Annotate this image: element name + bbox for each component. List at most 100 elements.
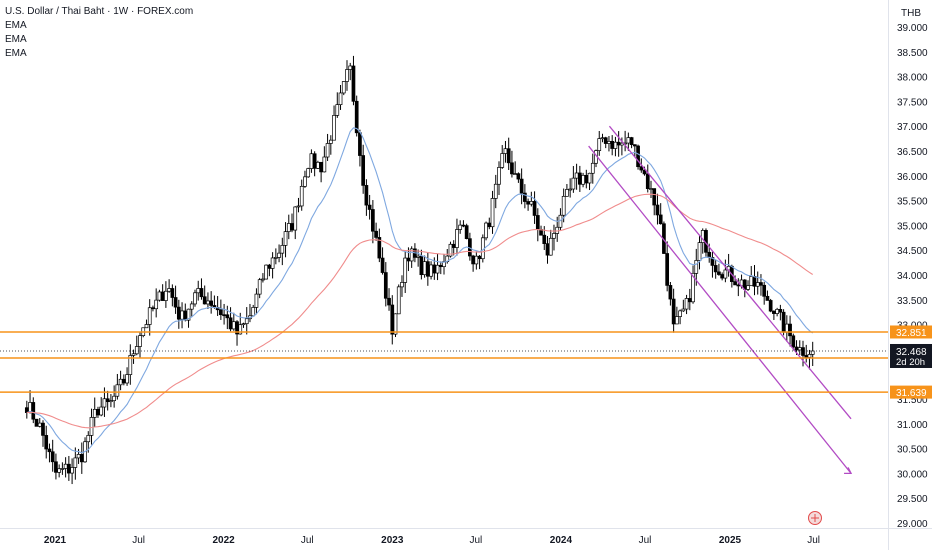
candle-body: [209, 300, 214, 306]
candle-body: [632, 144, 637, 147]
channel-line-1[interactable]: [608, 125, 852, 420]
candle-body: [723, 269, 728, 279]
candle-body: [371, 209, 375, 232]
candle-body: [54, 461, 58, 473]
candle-body: [180, 310, 184, 320]
candle-body: [461, 224, 466, 227]
candle-body: [89, 417, 94, 436]
candle-body: [571, 177, 576, 190]
candle-body: [335, 104, 340, 116]
candle-body: [348, 65, 353, 70]
candle-body: [810, 350, 815, 355]
candle-body: [590, 162, 595, 174]
candle-body: [403, 257, 408, 283]
x-tick-label: Jul: [132, 535, 145, 546]
candle-body: [147, 307, 152, 325]
candle-body: [293, 206, 298, 231]
candle-body: [626, 137, 631, 144]
candle-body: [270, 257, 275, 269]
candle-body: [577, 172, 582, 185]
candle-body: [584, 174, 589, 184]
candle-body: [222, 314, 226, 317]
candle-body: [121, 378, 126, 384]
candle-body: [390, 304, 395, 335]
candle-body: [665, 253, 670, 286]
channel-line-2[interactable]: [588, 145, 852, 474]
y-tick-label: 37.000: [897, 122, 928, 133]
y-tick-label: 39.000: [897, 23, 928, 34]
candle-body: [387, 297, 391, 306]
candle-body: [552, 233, 556, 239]
candle-body: [125, 374, 129, 384]
candle-body: [746, 285, 750, 290]
candle-body: [471, 255, 475, 265]
candle-body: [157, 291, 162, 301]
y-tick-label: 31.500: [897, 395, 928, 406]
candle-body: [516, 173, 521, 180]
symbol-title[interactable]: U.S. Dollar / Thai Baht · 1W · FOREX.com: [5, 6, 194, 17]
indicator-ema-1[interactable]: EMA: [5, 20, 27, 31]
candle-body: [759, 282, 763, 286]
candle-body: [186, 308, 191, 321]
candle-body: [416, 255, 420, 258]
candle-body: [31, 402, 36, 420]
candle-body: [616, 141, 621, 146]
x-tick-label: Jul: [807, 535, 820, 546]
candle-body: [668, 285, 673, 300]
candle-body: [581, 174, 585, 185]
candle-body: [228, 317, 233, 330]
candle-body: [37, 422, 42, 427]
candle-body: [542, 234, 547, 244]
candle-body: [374, 230, 378, 238]
candle-body: [170, 288, 175, 298]
candle-body: [109, 400, 113, 403]
y-tick-label: 38.500: [897, 48, 928, 59]
candle-body: [464, 225, 469, 240]
candle-body: [681, 308, 686, 312]
candle-body: [354, 100, 359, 134]
candle-body: [526, 201, 530, 205]
candle-body: [804, 355, 809, 358]
candle-body: [535, 215, 540, 230]
candle-body: [565, 189, 569, 197]
currency-label: THB: [901, 8, 921, 19]
last-price-value: 32.468: [896, 347, 927, 358]
candle-body: [545, 243, 550, 256]
candle-body: [377, 237, 382, 259]
candle-body: [63, 463, 68, 469]
candle-body: [154, 299, 159, 310]
event-flag-glyph: [811, 514, 819, 522]
candle-body: [41, 422, 45, 436]
candle-body: [316, 161, 320, 169]
y-tick-label: 34.000: [897, 271, 928, 282]
candle-body: [225, 314, 230, 319]
y-tick-label: 29.500: [897, 494, 928, 505]
candle-body: [448, 243, 453, 257]
indicator-ema-3[interactable]: EMA: [5, 48, 27, 59]
candle-body: [587, 172, 592, 184]
candle-body: [568, 188, 572, 191]
candle-body: [775, 308, 779, 314]
candle-body: [639, 166, 644, 171]
candle-body: [345, 69, 349, 82]
candle-body: [283, 231, 288, 246]
y-tick-label: 29.000: [897, 519, 928, 530]
candle-body: [193, 292, 197, 305]
indicator-ema-2[interactable]: EMA: [5, 34, 27, 45]
candle-body: [290, 223, 294, 231]
candle-body: [34, 418, 39, 427]
x-tick-label: Jul: [301, 535, 314, 546]
candle-body: [519, 178, 524, 194]
candle-body: [691, 272, 695, 303]
candle-body: [561, 195, 566, 216]
x-tick-label: 2024: [550, 535, 573, 546]
candle-body: [532, 201, 537, 216]
candle-body: [613, 141, 618, 149]
candle-body: [458, 224, 463, 230]
ema-line-1: [26, 127, 814, 454]
candle-body: [57, 468, 62, 473]
candle-body: [749, 275, 754, 287]
candle-body: [299, 185, 304, 207]
candle-body: [778, 308, 783, 313]
